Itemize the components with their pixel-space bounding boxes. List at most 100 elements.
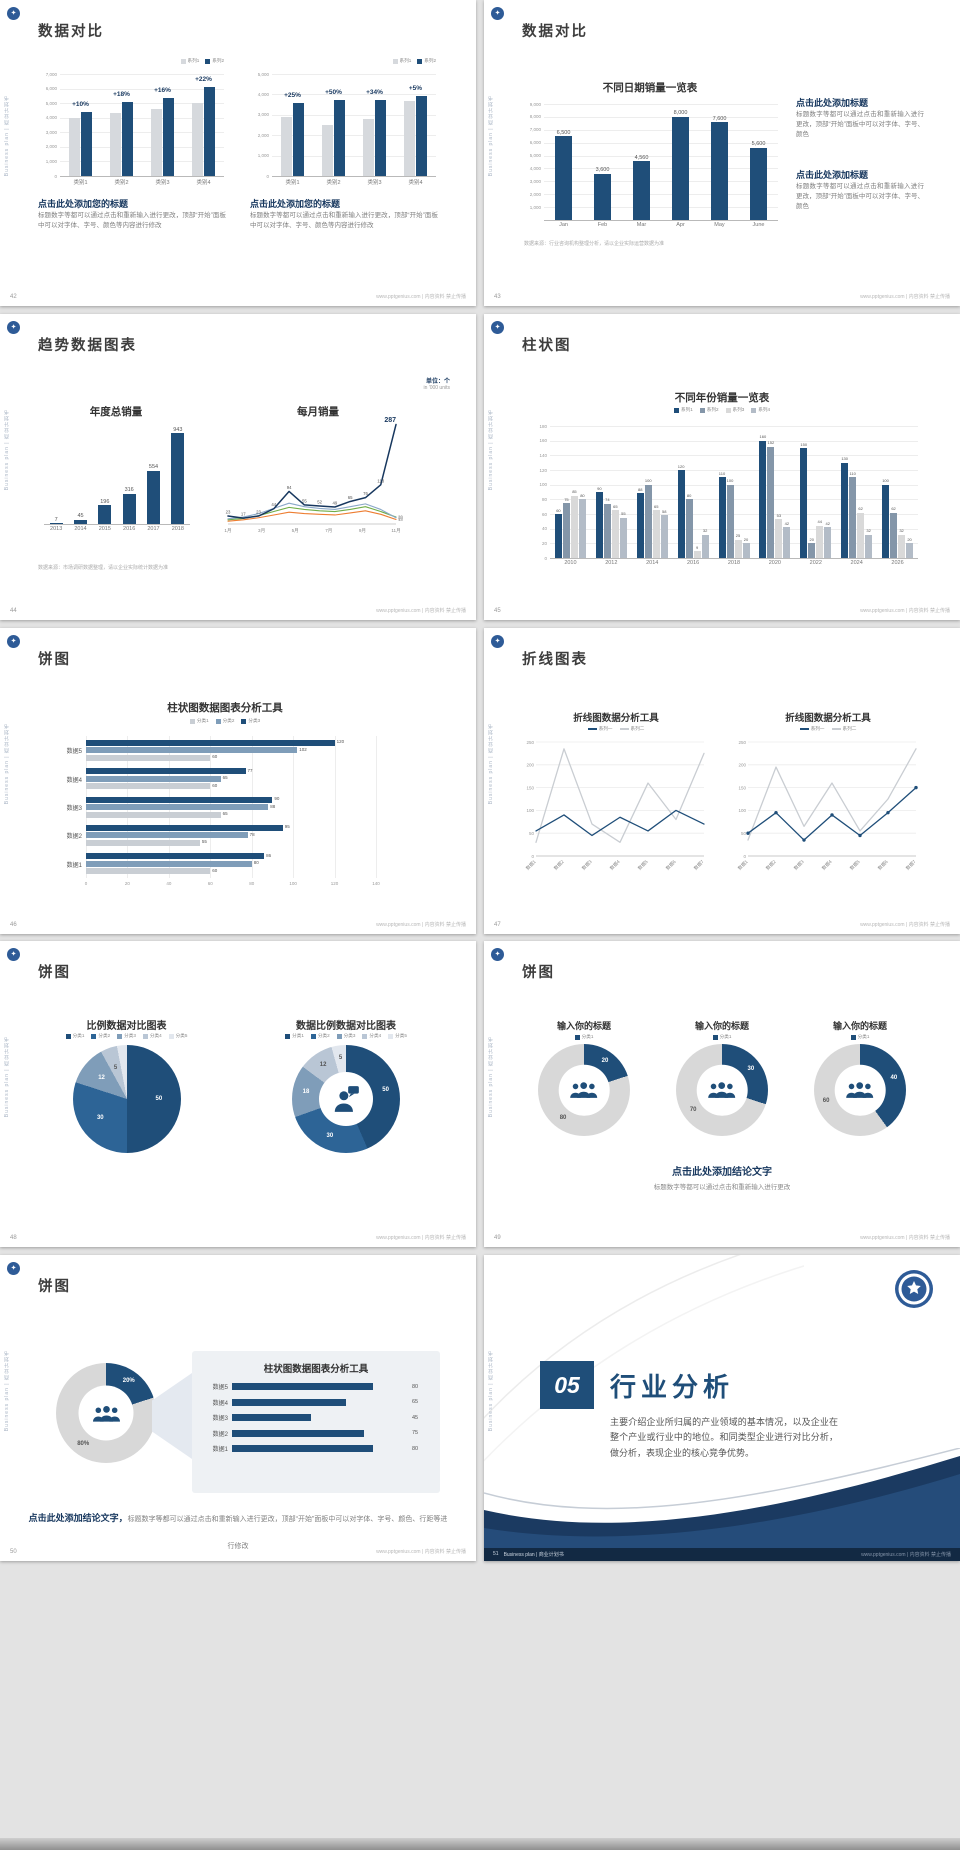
ytick: 0	[266, 173, 269, 179]
column-chart-left: 系列1 系列2 7,000 6,000 5,000 4,000 3,000 2,000 1,00…	[38, 58, 226, 188]
brand-vertical-label: Business plan | 商业计划书	[4, 723, 10, 805]
polyline	[227, 423, 397, 519]
text: 200	[526, 763, 534, 768]
lgi: 分类3	[241, 718, 260, 724]
hval: 65	[222, 775, 228, 781]
slide-47[interactable]: ✦ Business plan | 商业计划书 折线图表 折线图数据分析工具 系…	[484, 628, 960, 934]
hole	[78, 1385, 134, 1441]
brand-logo-icon: ✦	[7, 321, 20, 334]
vlab: 60	[556, 507, 561, 513]
circle	[856, 1082, 864, 1090]
text: 18	[398, 515, 403, 520]
polyline	[227, 502, 397, 520]
swoosh-graphic	[484, 1448, 960, 1548]
polyline	[227, 510, 397, 522]
bar	[86, 754, 211, 761]
block-body: 标题数字等都可以通过点击和重新输入进行更改，顶部“开始”面板中可以对字体、字号、…	[250, 212, 438, 230]
ytick: 6,000	[529, 140, 541, 146]
plab: 5	[113, 1065, 118, 1071]
slide-title: 饼图	[38, 965, 71, 981]
bar	[562, 503, 570, 558]
chart-title: 数据比例数据对比图表	[296, 1021, 396, 1032]
lgi: 分类1	[712, 1034, 731, 1040]
text: 0	[531, 854, 534, 859]
column-chart-right: 系列1 系列2 5,000 4,000 3,000 2,000 1,000 0 类别1 +25% 类…	[250, 58, 438, 188]
lgt: 分类1	[292, 1033, 304, 1038]
bar	[594, 173, 611, 220]
people-icon	[846, 1082, 874, 1099]
ytick: 5,000	[257, 71, 269, 77]
text: 11月	[391, 528, 400, 534]
xtick: 80	[249, 881, 255, 886]
polyline	[227, 506, 397, 521]
lgsw	[65, 1033, 71, 1039]
bar	[403, 100, 415, 176]
vlab: 943	[173, 426, 183, 433]
hval: 60	[212, 782, 218, 788]
vlab: 150	[800, 441, 808, 447]
vlab: 130	[841, 456, 848, 462]
brand-logo-icon: ✦	[7, 1262, 20, 1275]
pie: 20% 80%	[56, 1363, 156, 1463]
slide-43[interactable]: ✦ Business plan | 商业计划书 数据对比 不同日期销量一览表 9…	[484, 0, 960, 306]
text: 数据7	[904, 858, 918, 872]
bar	[86, 868, 211, 875]
chart-legend: 分类1 分类2 分类3 分类4 分类5	[34, 1033, 219, 1039]
gline	[544, 104, 778, 105]
gline	[550, 543, 918, 545]
ytick: 5,000	[45, 100, 57, 106]
lgi: 系列二	[619, 726, 644, 732]
lgi: 分类4	[362, 1033, 381, 1039]
text: 23	[256, 510, 261, 515]
lgi: 系列3	[725, 407, 744, 413]
text: 13	[398, 517, 403, 522]
circle	[580, 1082, 588, 1090]
bar	[759, 440, 767, 558]
lgt: 系列1	[187, 58, 200, 63]
ytick: 180	[539, 423, 547, 429]
bar	[652, 510, 660, 558]
bar	[644, 484, 652, 558]
brand-logo-icon: ✦	[7, 948, 20, 961]
donut-title: 输入你的标题	[556, 1021, 611, 1031]
lgt: 分类5	[395, 1033, 407, 1038]
grow: +22%	[195, 76, 212, 84]
text: 7月	[325, 528, 332, 534]
lgt: 分类2	[222, 718, 235, 723]
circle	[111, 1406, 117, 1413]
slide-44[interactable]: ✦ Business plan | 商业计划书 趋势数据图表 单位：个 in '…	[0, 314, 476, 620]
slide-title: 趋势数据图表	[38, 338, 137, 354]
bar	[375, 99, 387, 176]
vgline	[293, 736, 295, 878]
hlab: 数据1	[66, 862, 82, 869]
bar	[86, 811, 221, 818]
prow: 数据2 75	[206, 1429, 426, 1438]
slide-45[interactable]: ✦ Business plan | 商业计划书 柱状图 不同年份销量一览表 系列…	[484, 314, 960, 620]
prl: 数据1	[212, 1447, 228, 1453]
section-body: 主要介绍企业所归属的产业领域的基本情况，以及企业在整个产业或行业中的地位。和同类…	[610, 1417, 838, 1458]
slide-46[interactable]: ✦ Business plan | 商业计划书 饼图 柱状图数据图表分析工具 分…	[0, 628, 476, 934]
circle	[727, 1083, 733, 1090]
pie-chart: 50 30 12 5	[34, 1045, 219, 1165]
xtick: 120	[330, 881, 339, 886]
slide-49[interactable]: ✦ Business plan | 商业计划书 饼图 输入你的标题 分类1 20…	[484, 941, 960, 1247]
chart-title: 不同年份销量一览表	[674, 392, 770, 404]
prb	[232, 1398, 347, 1406]
slide-48[interactable]: ✦ Business plan | 商业计划书 饼图 比例数据对比图表 分类1 分…	[0, 941, 476, 1247]
prl: 数据4	[212, 1400, 228, 1407]
footer-site-label: www.pptgenius.com | 内容资料 禁止传播	[376, 1235, 466, 1241]
lgt: 系列二	[842, 726, 857, 731]
vlab: 80	[580, 492, 585, 498]
vlab: 80	[686, 492, 692, 498]
slide-50[interactable]: ✦ Business plan | 商业计划书 饼图 20% 80% 柱状图数据图…	[0, 1255, 476, 1561]
gline	[544, 194, 778, 196]
slide-42[interactable]: ✦ Business plan | 商业计划书 数据对比 系列1 系列2 7,000…	[0, 0, 476, 306]
slide-51[interactable]: Business plan | 商业计划书 05 行业分析 主要介绍企业所归属的…	[484, 1255, 960, 1561]
text: 数据2	[764, 858, 778, 872]
ytick: 60	[541, 511, 547, 517]
ytick: 160	[539, 438, 547, 444]
gline	[544, 155, 778, 157]
ytick: 100	[539, 482, 547, 488]
vlab: 53	[776, 512, 782, 518]
ytick: 0	[544, 555, 547, 561]
